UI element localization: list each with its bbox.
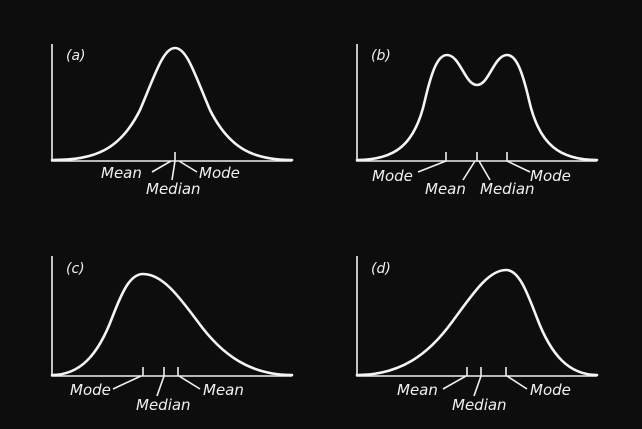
panel-b-axes bbox=[356, 44, 597, 162]
panel-b-mode-right-leader bbox=[506, 160, 531, 173]
panel-d-median-leader bbox=[473, 375, 482, 397]
panel-c-label: (c) bbox=[66, 261, 85, 277]
panel-d: (d) Mean Median Mode bbox=[355, 256, 599, 414]
panel-b-median-leader bbox=[478, 160, 491, 181]
panel-b-mean-label: Mean bbox=[425, 180, 466, 198]
panel-a-curve bbox=[50, 46, 294, 162]
panel-a-median-leader bbox=[171, 160, 176, 181]
panel-d-mean-label: Mean bbox=[397, 381, 438, 399]
panel-a-label: (a) bbox=[66, 48, 86, 64]
panel-d-curve bbox=[355, 268, 599, 377]
panel-c-mode-label: Mode bbox=[70, 381, 111, 399]
panel-b-mode-right-label: Mode bbox=[530, 167, 571, 185]
panel-d-mean-leader bbox=[442, 375, 467, 390]
panel-b-label: (b) bbox=[371, 48, 391, 64]
panel-a-mean-label: Mean bbox=[101, 164, 142, 182]
panel-c: (c) Mode Median Mean bbox=[50, 256, 294, 414]
panel-c-median-label: Median bbox=[136, 396, 191, 414]
panel-b-curve bbox=[355, 53, 599, 162]
panel-b-median-label: Median bbox=[480, 180, 535, 198]
panel-d-mode-leader bbox=[506, 375, 528, 390]
panel-c-mean-label: Mean bbox=[203, 381, 244, 399]
panel-d-mode-label: Mode bbox=[530, 381, 571, 399]
panel-a-mode-label: Mode bbox=[199, 164, 240, 182]
panel-b: (b) Mode Mean Median Mode bbox=[355, 44, 599, 198]
panel-c-mean-leader bbox=[178, 375, 201, 390]
panel-a: (a) Mean Median Mode bbox=[50, 44, 294, 198]
panel-b-mode-left-label: Mode bbox=[372, 167, 413, 185]
panel-a-median-label: Median bbox=[146, 180, 201, 198]
panel-a-mean-leader bbox=[151, 160, 172, 173]
panel-c-curve bbox=[50, 272, 294, 377]
panel-c-mode-leader bbox=[112, 375, 142, 390]
panel-a-axes bbox=[51, 44, 292, 162]
panel-b-mean-leader bbox=[462, 160, 476, 181]
panel-d-median-label: Median bbox=[452, 396, 507, 414]
panel-d-label: (d) bbox=[371, 261, 391, 277]
panel-b-mode-left-leader bbox=[417, 160, 447, 173]
panel-a-mode-leader bbox=[178, 160, 198, 173]
panel-c-median-leader bbox=[156, 375, 165, 397]
